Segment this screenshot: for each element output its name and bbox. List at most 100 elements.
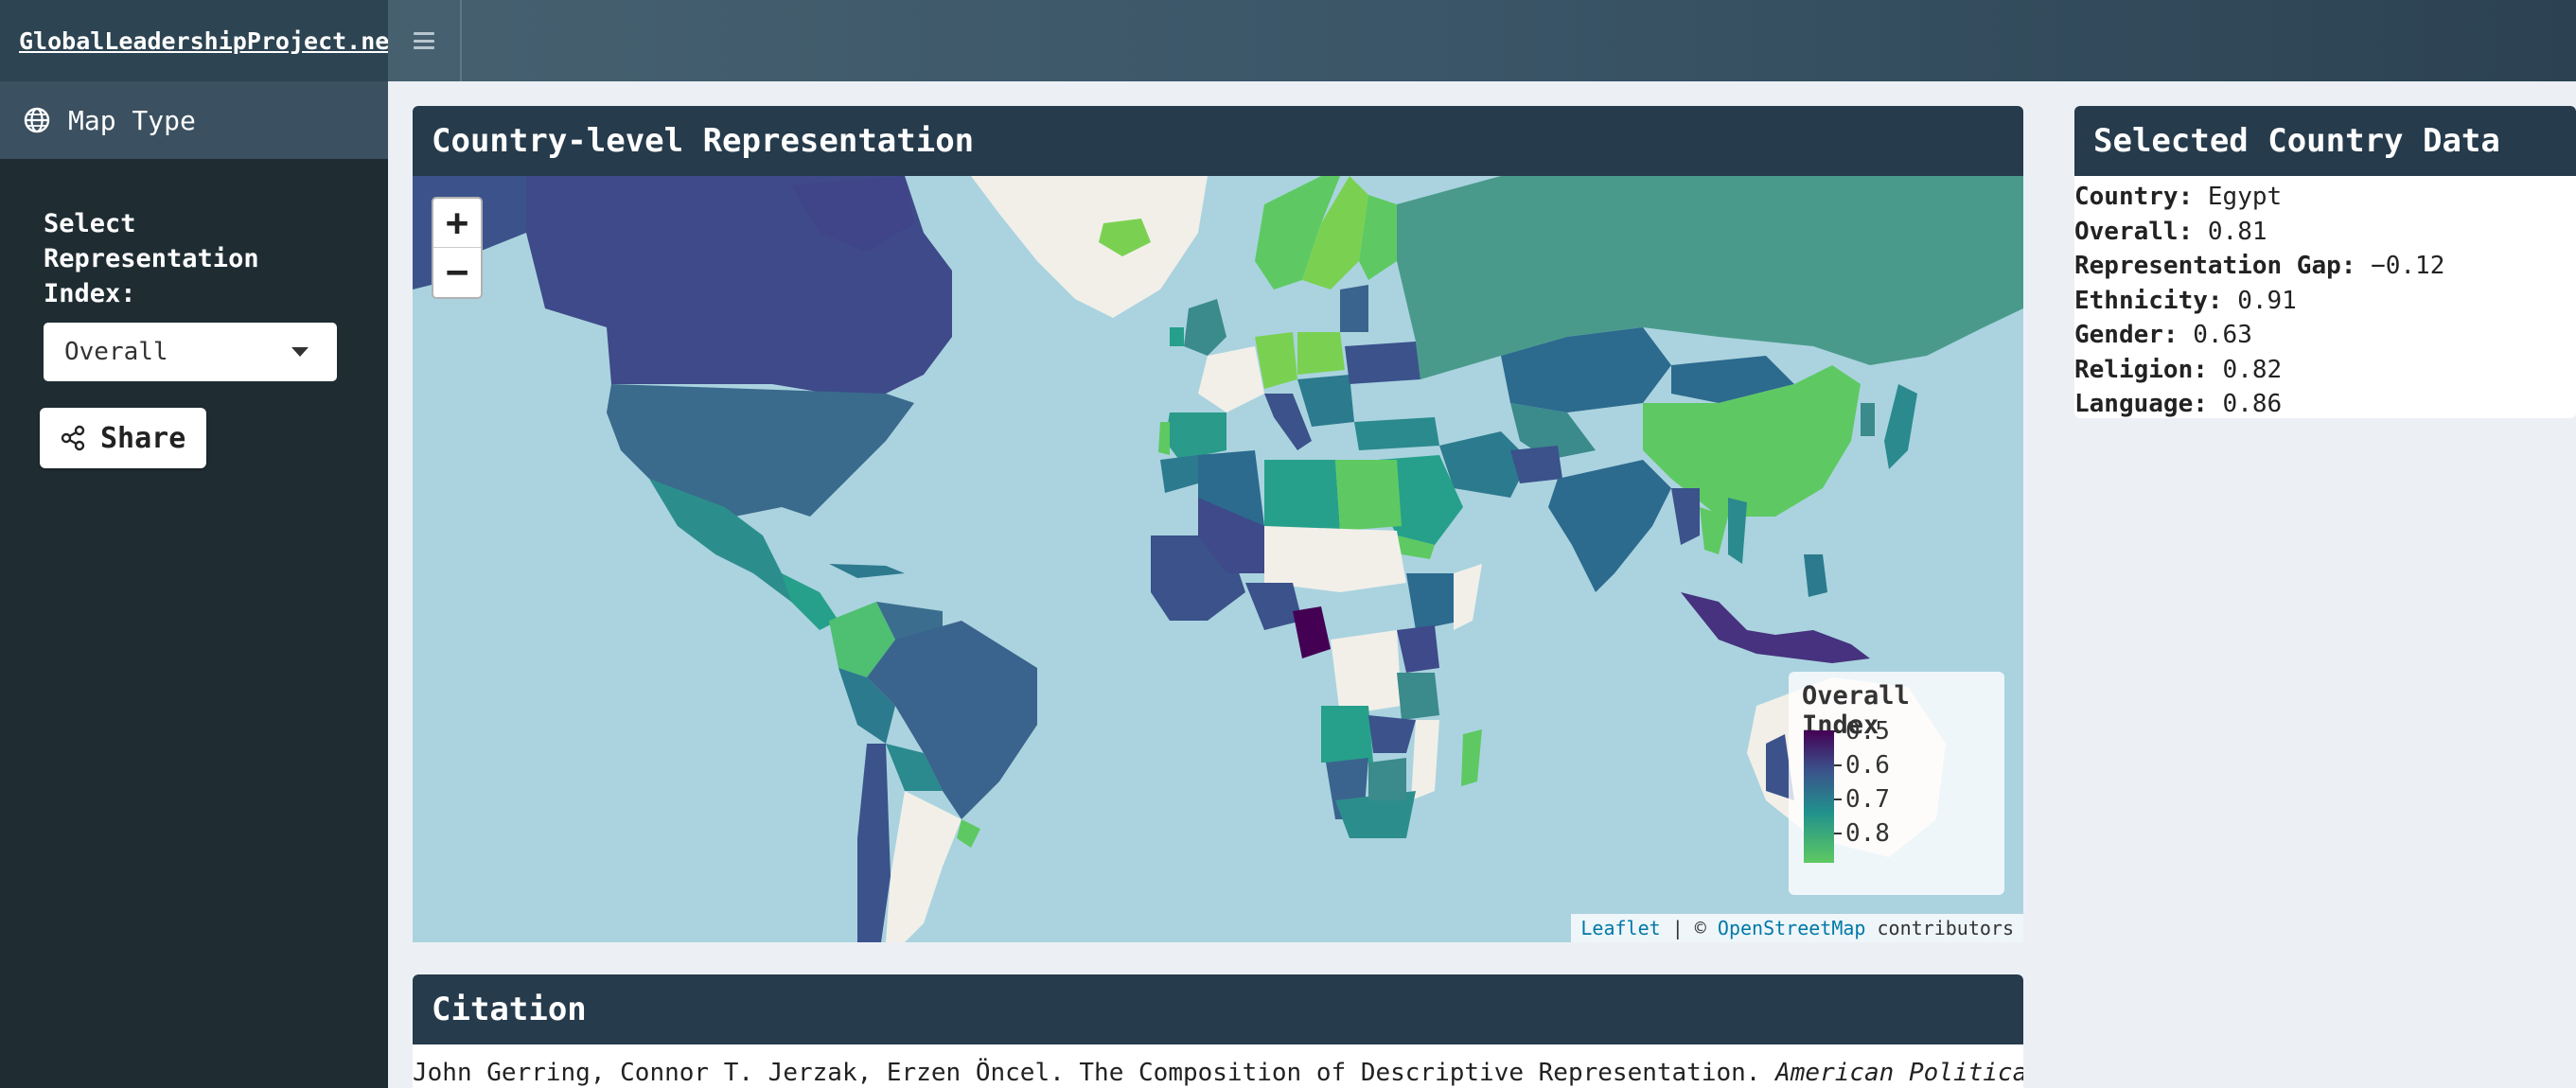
share-icon bbox=[61, 425, 85, 451]
country-portugal[interactable] bbox=[1158, 422, 1170, 455]
sidebar-item-map-type[interactable]: Map Type bbox=[0, 81, 388, 159]
country-bolivia[interactable] bbox=[886, 744, 943, 791]
leaflet-link[interactable]: Leaflet bbox=[1580, 917, 1661, 939]
country-central-america[interactable] bbox=[782, 573, 838, 630]
country-mongolia[interactable] bbox=[1671, 356, 1794, 403]
globe-icon bbox=[24, 107, 50, 133]
data-key: Ethnicity: bbox=[2074, 286, 2223, 315]
country-ethiopia[interactable] bbox=[1406, 573, 1463, 630]
map-panel: Country-level Representation bbox=[413, 106, 2023, 942]
country-sweden[interactable] bbox=[1302, 176, 1368, 290]
country-mexico[interactable] bbox=[649, 479, 810, 602]
country-iran[interactable] bbox=[1439, 431, 1529, 498]
country-australia-west[interactable] bbox=[1766, 734, 1794, 800]
data-row: Gender: 0.63 bbox=[2074, 318, 2576, 353]
country-data-title: Selected Country Data bbox=[2074, 106, 2576, 176]
country-baltics[interactable] bbox=[1340, 285, 1368, 332]
country-indonesia[interactable] bbox=[1681, 592, 1870, 663]
country-uk[interactable] bbox=[1184, 299, 1226, 356]
country-thailand[interactable] bbox=[1700, 507, 1728, 554]
country-finland[interactable] bbox=[1359, 195, 1397, 280]
country-iceland[interactable] bbox=[1099, 219, 1151, 256]
country-turkey[interactable] bbox=[1354, 417, 1439, 450]
country-ukraine[interactable] bbox=[1345, 342, 1420, 384]
country-balkans[interactable] bbox=[1297, 375, 1354, 427]
country-france[interactable] bbox=[1198, 346, 1264, 412]
country-colombia[interactable] bbox=[829, 602, 895, 677]
share-button[interactable]: Share bbox=[40, 408, 206, 468]
legend-tick: 0.7 bbox=[1834, 785, 1890, 814]
country-korea[interactable] bbox=[1861, 403, 1875, 436]
country-somalia[interactable] bbox=[1454, 564, 1482, 630]
country-spain[interactable] bbox=[1165, 412, 1226, 460]
brand-link[interactable]: GlobalLeadershipProject.net bbox=[19, 26, 404, 55]
country-kazakhstan[interactable] bbox=[1501, 327, 1671, 412]
country-data-list: Country: Egypt Overall: 0.81 Representat… bbox=[2074, 176, 2576, 422]
zoom-out-button[interactable]: − bbox=[445, 251, 469, 294]
citation-panel: Citation John Gerring, Connor T. Jerzak,… bbox=[413, 974, 2023, 1088]
data-key: Language: bbox=[2074, 390, 2208, 418]
share-label: Share bbox=[100, 421, 186, 455]
country-yemen[interactable] bbox=[1397, 535, 1435, 559]
brand-logo[interactable]: GlobalLeadershipProject.net bbox=[0, 0, 403, 81]
country-uruguay[interactable] bbox=[957, 819, 980, 848]
choropleth-map[interactable]: + − Overall Index 0.5 0.6 0.7 0.8 Leafle… bbox=[413, 176, 2023, 942]
country-cuba[interactable] bbox=[829, 564, 905, 578]
country-poland[interactable] bbox=[1297, 332, 1345, 375]
country-china[interactable] bbox=[1643, 365, 1861, 517]
country-angola[interactable] bbox=[1321, 706, 1373, 763]
country-canada-islands[interactable] bbox=[791, 176, 914, 252]
data-key: Religion: bbox=[2074, 355, 2208, 384]
citation-text: John Gerring, Connor T. Jerzak, Erzen Ön… bbox=[413, 1044, 2023, 1088]
data-value: −0.12 bbox=[2371, 252, 2445, 280]
select-value: Overall bbox=[64, 338, 168, 366]
country-tanzania[interactable] bbox=[1397, 673, 1439, 720]
country-myanmar[interactable] bbox=[1671, 488, 1700, 545]
country-japan[interactable] bbox=[1884, 384, 1917, 469]
country-cameroon[interactable] bbox=[1293, 606, 1331, 658]
country-nigeria[interactable] bbox=[1245, 583, 1302, 630]
sidebar: Map Type Select Representation Index: Ov… bbox=[0, 81, 388, 1088]
country-sahel-east[interactable] bbox=[1264, 526, 1406, 592]
country-peru[interactable] bbox=[838, 668, 895, 744]
country-drc[interactable] bbox=[1331, 630, 1402, 715]
country-madagascar[interactable] bbox=[1461, 729, 1482, 786]
data-key: Representation Gap: bbox=[2074, 252, 2356, 280]
country-botswana[interactable] bbox=[1368, 758, 1406, 800]
country-vietnam[interactable] bbox=[1728, 498, 1747, 564]
zoom-in-button[interactable]: + bbox=[433, 199, 481, 248]
country-ireland[interactable] bbox=[1170, 327, 1184, 346]
representation-index-select[interactable]: Overall bbox=[44, 323, 337, 381]
country-germany[interactable] bbox=[1255, 332, 1297, 389]
country-india[interactable] bbox=[1548, 460, 1671, 592]
country-mali[interactable] bbox=[1198, 498, 1264, 573]
country-brazil[interactable] bbox=[867, 621, 1037, 819]
country-argentina[interactable] bbox=[886, 791, 962, 942]
data-value: Egypt bbox=[2207, 183, 2283, 211]
country-south-africa[interactable] bbox=[1335, 791, 1416, 838]
country-mozambique[interactable] bbox=[1411, 720, 1439, 800]
sidebar-toggle-button[interactable] bbox=[388, 0, 462, 81]
sidebar-item-label: Map Type bbox=[68, 104, 196, 136]
country-italy[interactable] bbox=[1264, 394, 1312, 450]
country-russia[interactable] bbox=[1397, 176, 2023, 379]
country-norway[interactable] bbox=[1255, 176, 1340, 290]
country-central-asia[interactable] bbox=[1510, 403, 1596, 460]
country-usa[interactable] bbox=[607, 384, 914, 517]
data-value: 0.63 bbox=[2193, 321, 2252, 349]
data-value: 0.81 bbox=[2207, 217, 2267, 246]
country-egypt[interactable] bbox=[1335, 460, 1402, 531]
world-map[interactable] bbox=[413, 176, 2023, 942]
attribution-suffix: contributors bbox=[1865, 917, 2014, 939]
country-libya[interactable] bbox=[1264, 460, 1340, 531]
country-zambia[interactable] bbox=[1368, 715, 1416, 753]
country-greenland[interactable] bbox=[971, 176, 1208, 318]
map-panel-title: Country-level Representation bbox=[413, 106, 2023, 176]
country-philippines[interactable] bbox=[1804, 554, 1827, 597]
country-afghanistan[interactable] bbox=[1510, 446, 1562, 483]
country-chile[interactable] bbox=[857, 744, 891, 942]
country-morocco[interactable] bbox=[1160, 455, 1198, 493]
country-kenya[interactable] bbox=[1397, 625, 1439, 673]
openstreetmap-link[interactable]: OpenStreetMap bbox=[1717, 917, 1866, 939]
country-venezuela[interactable] bbox=[876, 602, 943, 640]
